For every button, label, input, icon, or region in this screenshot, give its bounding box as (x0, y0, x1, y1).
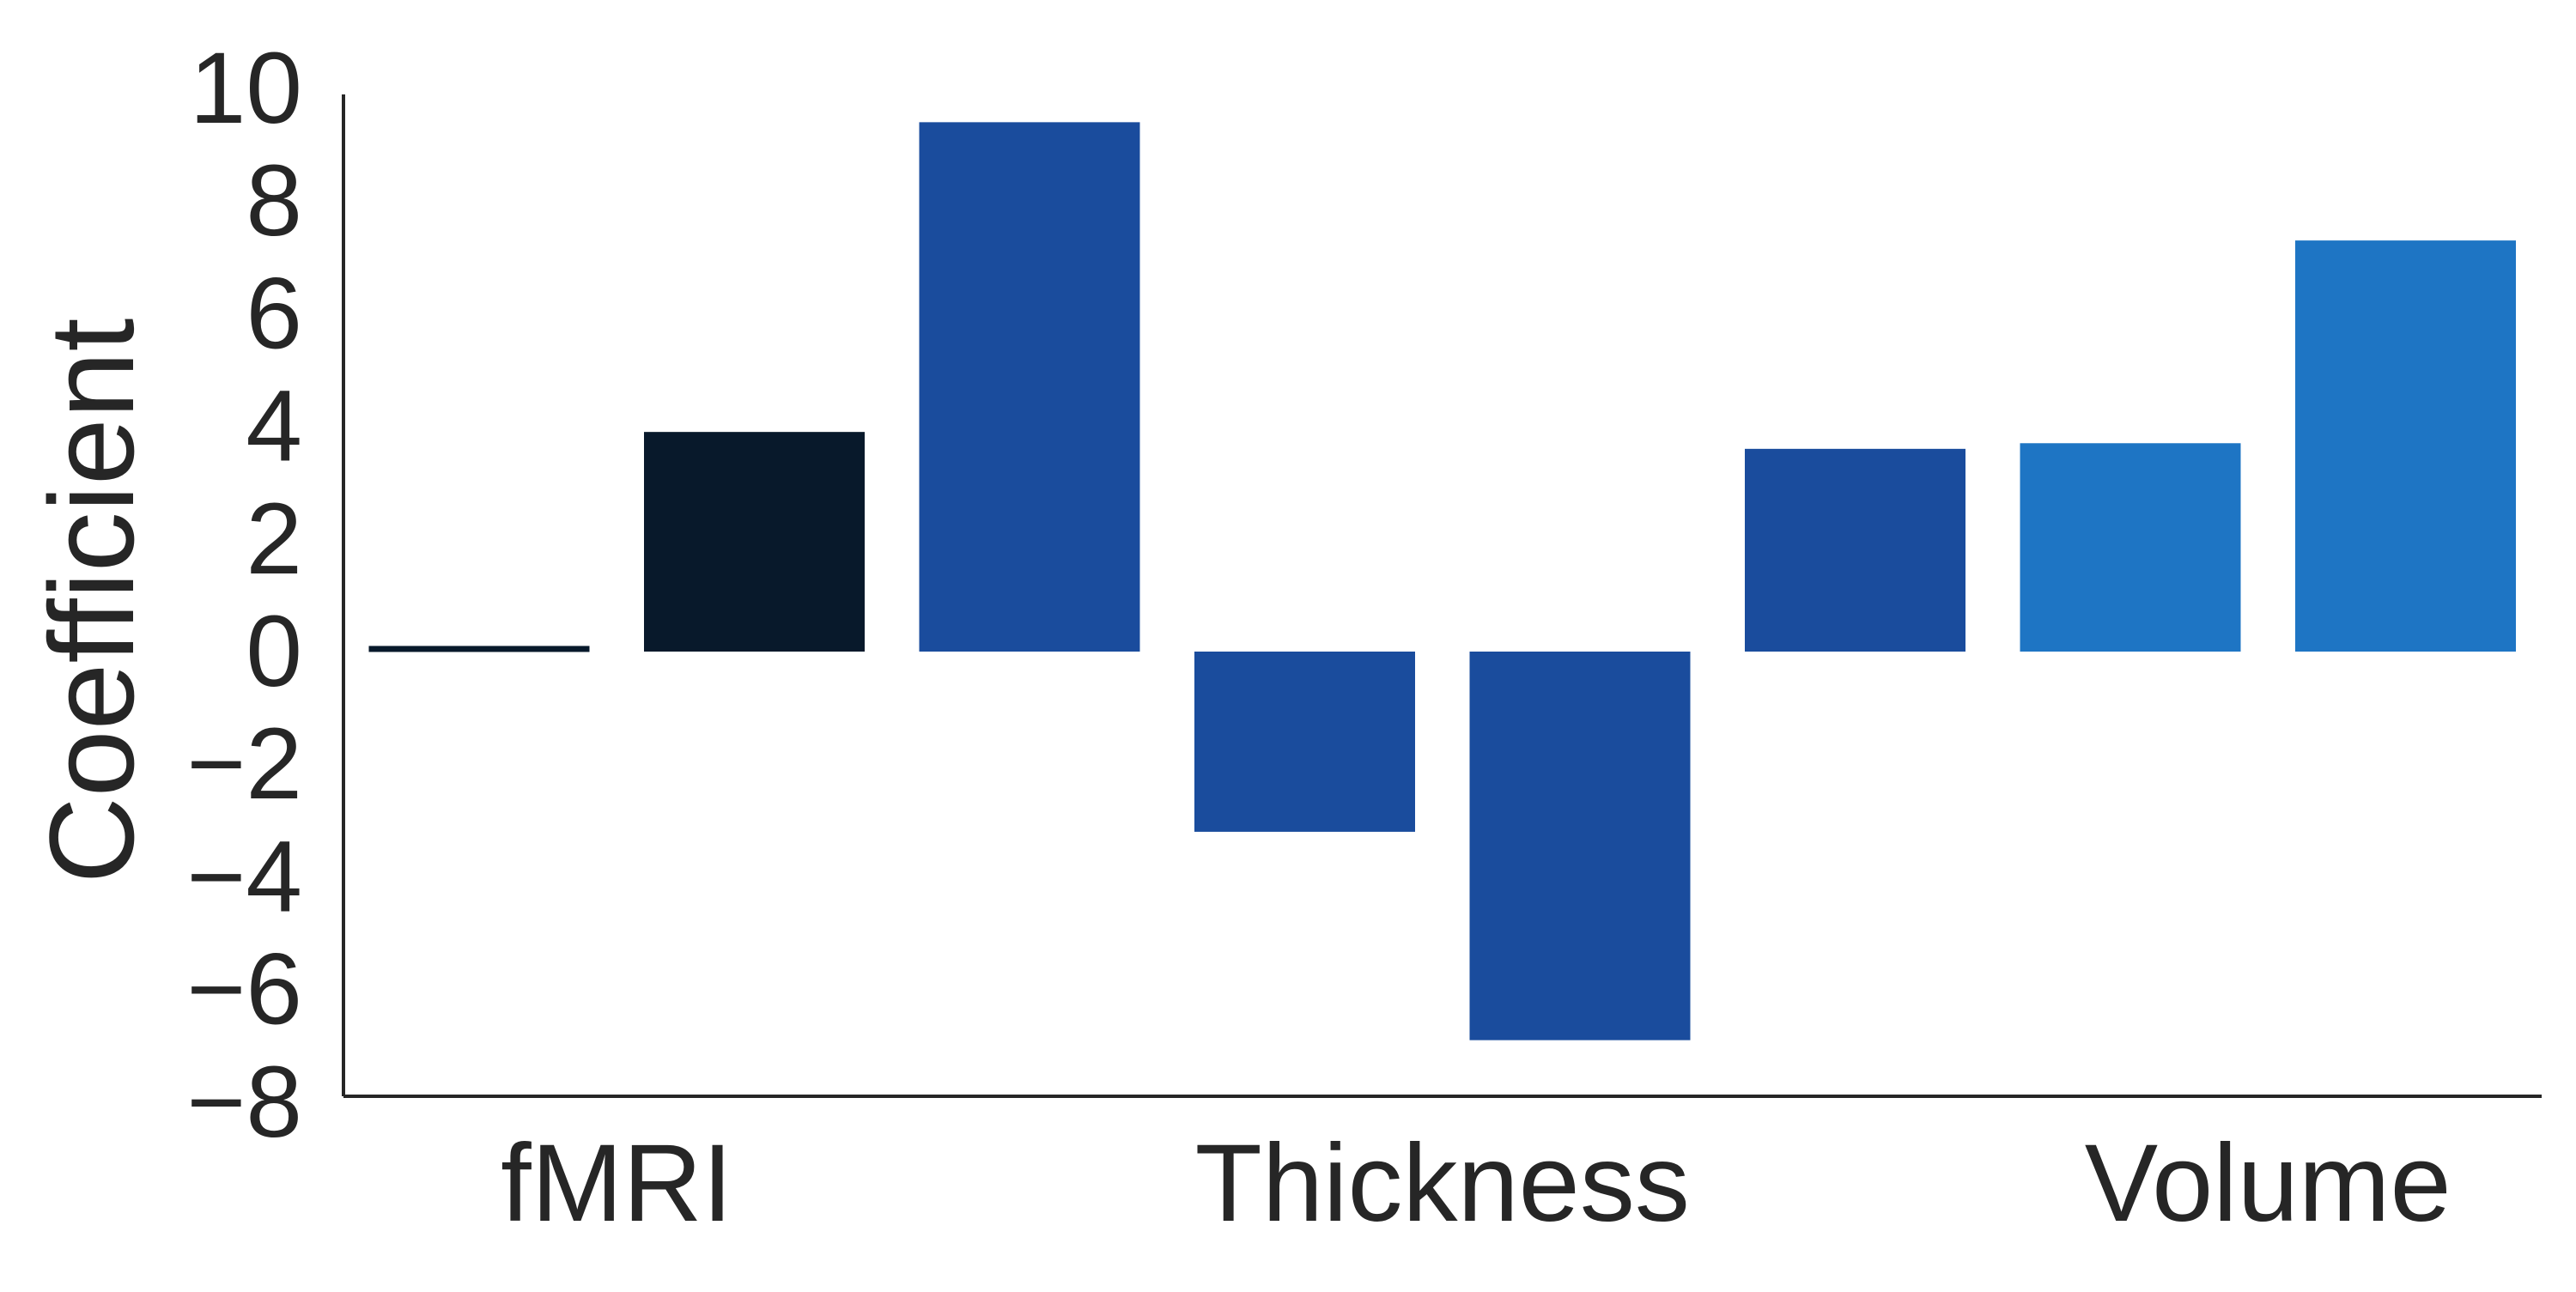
y-tick-label: −8 (186, 1046, 302, 1159)
y-tick-label: 2 (246, 482, 302, 596)
y-tick-label: 4 (246, 370, 302, 483)
x-category-label: Thickness (1195, 1122, 1690, 1245)
y-axis-title: Coefficient (24, 318, 159, 884)
bar (644, 432, 865, 652)
bar (2295, 240, 2516, 652)
x-category-label: fMRI (501, 1122, 732, 1245)
y-tick-label: 0 (246, 595, 302, 708)
y-tick-label: −6 (186, 933, 302, 1046)
bar (1194, 652, 1415, 832)
y-tick-label: 6 (246, 257, 302, 370)
bar (1745, 448, 1965, 652)
bar (919, 122, 1140, 652)
bar (1469, 652, 1691, 1040)
y-tick-label: −4 (186, 820, 302, 933)
bar (2020, 443, 2241, 652)
x-category-label: Volume (2085, 1122, 2451, 1245)
y-tick-label: 8 (246, 144, 302, 258)
bar (368, 646, 590, 652)
y-tick-label: −2 (186, 707, 302, 821)
y-tick-label: 10 (190, 32, 302, 145)
